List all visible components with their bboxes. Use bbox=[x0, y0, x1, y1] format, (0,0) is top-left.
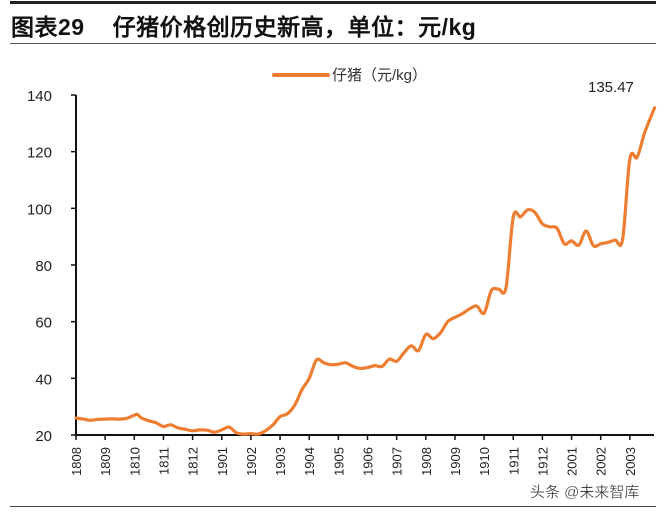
x-tick-label: 1907 bbox=[390, 447, 405, 476]
last-value-annotation: 135.47 bbox=[588, 79, 634, 96]
x-tick-label: 2001 bbox=[565, 447, 580, 476]
bottom-rule bbox=[10, 506, 656, 507]
x-tick-label: 2002 bbox=[594, 447, 609, 476]
top-rule bbox=[10, 1, 656, 4]
x-tick-label: 1908 bbox=[419, 447, 434, 476]
y-tick-label: 20 bbox=[35, 428, 52, 445]
x-tick-label: 2003 bbox=[623, 447, 638, 476]
x-tick-label: 1901 bbox=[215, 447, 230, 476]
x-tick-label: 1811 bbox=[156, 447, 171, 475]
legend-label: 仔猪（元/kg） bbox=[332, 67, 428, 84]
x-tick-label: 1902 bbox=[244, 447, 259, 476]
x-tick-label: 1904 bbox=[302, 447, 317, 476]
x-tick-label: 1903 bbox=[273, 447, 288, 476]
x-tick-label: 1808 bbox=[69, 447, 84, 476]
figure-label: 图表29 bbox=[11, 14, 85, 40]
x-tick-label: 1911 bbox=[506, 447, 521, 475]
y-tick-label: 60 bbox=[35, 315, 52, 332]
y-axis: 20 40 60 80 100 120 140 bbox=[27, 88, 77, 445]
y-tick-label: 40 bbox=[35, 371, 52, 388]
title-divider bbox=[10, 43, 656, 44]
y-tick-label: 100 bbox=[27, 201, 52, 218]
x-tick-label: 1912 bbox=[535, 447, 550, 476]
x-axis: 1808 1809 1810 1811 1812 1901 1902 1903 1904 1905… bbox=[69, 434, 654, 476]
series-line-piglet-price bbox=[74, 106, 657, 436]
x-tick-label: 1905 bbox=[331, 447, 346, 476]
x-tick-label: 1812 bbox=[186, 447, 201, 476]
y-tick-label: 140 bbox=[27, 88, 52, 105]
chart-title: 图表29 仔猪价格创历史新高，单位：元/kg bbox=[11, 8, 476, 42]
y-tick-label: 80 bbox=[35, 258, 52, 275]
legend-line-swatch-icon bbox=[272, 72, 330, 77]
x-tick-label: 1910 bbox=[477, 447, 492, 476]
x-tick-label: 1809 bbox=[98, 447, 113, 476]
watermark: 头条 @未来智库 bbox=[530, 484, 640, 501]
y-tick-label: 120 bbox=[27, 145, 52, 162]
x-tick-label: 1909 bbox=[448, 447, 463, 476]
title-text: 仔猪价格创历史新高，单位：元/kg bbox=[112, 14, 477, 40]
legend: 仔猪（元/kg） bbox=[272, 64, 427, 85]
x-tick-label: 1906 bbox=[361, 447, 376, 476]
x-tick-label: 1810 bbox=[127, 447, 142, 476]
